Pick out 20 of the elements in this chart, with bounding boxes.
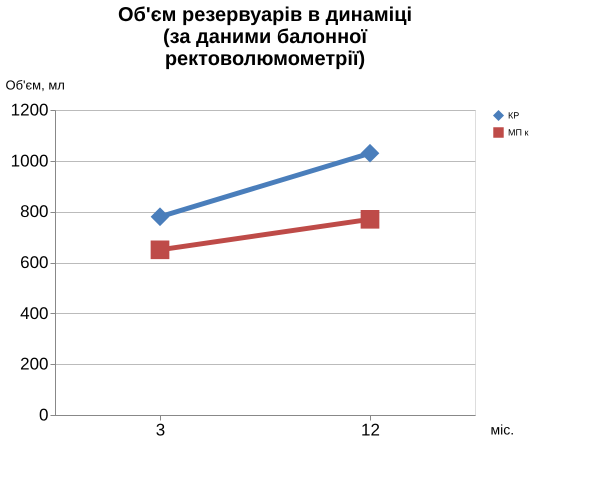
y-tick-label: 800	[20, 202, 48, 222]
y-tick-label: 400	[20, 304, 48, 323]
point	[360, 210, 380, 229]
point	[150, 207, 170, 226]
y-tick-label: 0	[39, 406, 48, 424]
legend-label: МП к	[508, 128, 528, 138]
y-tick-label: 1000	[10, 151, 48, 170]
text: ректоволюмометрії)	[164, 48, 366, 70]
y-tick-label: 1200	[10, 100, 48, 120]
x-tick-label: 12	[361, 420, 380, 440]
text: Об'єм резервуарів в динаміці	[118, 4, 412, 26]
point	[360, 144, 380, 163]
y-tick-label: 600	[20, 253, 48, 272]
y-tick-label: 200	[20, 354, 48, 374]
legend-label: КР	[508, 110, 520, 120]
x-tick-label: 3	[156, 420, 166, 440]
y-axis-title: Об'єм, мл	[6, 78, 65, 92]
text: (за даними балонної	[163, 26, 367, 48]
point	[150, 240, 170, 260]
x-axis-title: міс.	[490, 422, 514, 438]
